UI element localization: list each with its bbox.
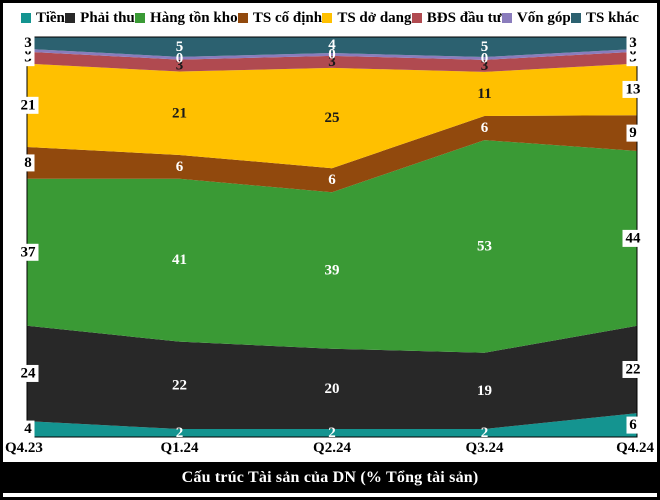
data-label-background — [626, 34, 640, 52]
data-label: 9 — [629, 125, 637, 141]
area-series-3 — [27, 115, 637, 193]
data-label: 25 — [325, 110, 340, 126]
legend-label: Hàng tồn kho — [150, 9, 238, 26]
legend-label: Vốn góp — [516, 9, 571, 26]
chart-title: Cấu trúc Tài sản của DN (% Tổng tài sản) — [181, 468, 479, 486]
data-label: 6 — [629, 417, 637, 433]
x-axis-label-0: Q4.23 — [5, 440, 43, 456]
data-label: 2 — [328, 425, 336, 440]
x-axis-label-3: Q3.24 — [465, 440, 504, 456]
data-label: 19 — [477, 383, 492, 399]
x-axis-label-2: Q2.24 — [313, 440, 351, 456]
data-label: 21 — [172, 105, 187, 121]
legend-label: TS cố định — [252, 9, 323, 26]
data-label: 4 — [24, 421, 32, 437]
data-label: 21 — [21, 97, 36, 113]
data-label-background — [21, 420, 35, 438]
data-label: 3 — [176, 58, 184, 74]
data-label: 6 — [481, 120, 489, 136]
area-series-6 — [27, 48, 637, 60]
data-label-background — [626, 416, 640, 434]
data-label: 4 — [328, 37, 336, 53]
legend-label: TS dở dang — [337, 9, 412, 26]
data-label: 37 — [21, 244, 37, 260]
data-label: 53 — [477, 238, 492, 254]
legend-swatch-icon — [322, 13, 333, 23]
area-series-2 — [27, 140, 637, 353]
data-label: 3 — [629, 35, 637, 51]
area-series-7 — [27, 37, 637, 58]
data-label-background — [17, 364, 39, 382]
data-label: 6 — [176, 159, 184, 175]
legend-label: Tiền — [36, 9, 65, 26]
area-series-0 — [27, 413, 637, 437]
area-series-5 — [27, 51, 637, 72]
data-label: 13 — [626, 81, 641, 97]
data-label: 3 — [24, 35, 32, 51]
data-label: 8 — [24, 155, 32, 171]
legend-label: BĐS đầu tư — [426, 9, 502, 26]
data-label: 0 — [176, 50, 184, 66]
data-label: 11 — [477, 86, 491, 102]
data-label-background — [21, 154, 35, 172]
data-label: 5 — [481, 39, 489, 55]
data-label: 6 — [328, 172, 336, 188]
data-label-background — [622, 360, 644, 378]
legend-item-0: Tiền — [21, 10, 65, 27]
data-label: 20 — [325, 381, 340, 397]
data-label: 41 — [172, 252, 187, 268]
x-axis: Q4.23 Q1.24 Q2.24 Q3.24 Q4.24 — [0, 440, 660, 460]
legend-label: TS khác — [585, 9, 639, 26]
data-label-background — [622, 229, 644, 247]
legend-item-5: BĐS đầu tư — [411, 9, 502, 27]
data-label-background — [21, 34, 35, 52]
data-label: 0 — [328, 46, 336, 62]
data-label-background — [17, 243, 39, 261]
data-label: 3 — [481, 58, 489, 74]
legend-item-4: TS dở dang — [322, 9, 412, 27]
data-label-background — [626, 124, 640, 142]
legend-swatch-icon — [135, 13, 146, 23]
data-label: 5 — [176, 39, 184, 55]
data-label: 2 — [481, 425, 489, 440]
data-label: 39 — [325, 263, 340, 279]
area-series-1 — [27, 325, 637, 430]
legend-label: Phải thu — [80, 9, 135, 26]
data-label: 22 — [172, 377, 187, 393]
data-label: 22 — [626, 361, 641, 377]
data-label: 3 — [328, 54, 336, 70]
legend-swatch-icon — [65, 13, 76, 23]
legend: Tiền Phải thu Hàng tồn kho TS cố định TS dở … — [3, 3, 657, 33]
data-label: 44 — [626, 230, 642, 246]
data-label-background — [622, 80, 644, 98]
chart-title-bar: Cấu trúc Tài sản của DN (% Tổng tài sản) — [3, 462, 657, 493]
data-label-background — [17, 96, 39, 114]
data-label: 24 — [21, 365, 37, 381]
data-label: 0 — [481, 50, 489, 66]
area-series-4 — [27, 63, 637, 169]
legend-item-1: Phải thu — [65, 10, 135, 27]
legend-swatch-icon — [501, 13, 512, 23]
legend-item-3: TS cố định — [237, 9, 323, 27]
data-label: 2 — [176, 425, 184, 440]
legend-swatch-icon — [570, 13, 581, 23]
x-axis-label-4: Q4.24 — [616, 440, 654, 456]
x-axis-label-1: Q1.24 — [160, 440, 199, 456]
legend-swatch-icon — [411, 13, 422, 23]
legend-swatch-icon — [237, 13, 248, 23]
legend-swatch-icon — [21, 13, 31, 23]
legend-item-6: Vốn góp — [501, 9, 571, 27]
legend-item-7: TS khác — [570, 9, 639, 27]
legend-item-2: Hàng tồn kho — [135, 10, 238, 27]
